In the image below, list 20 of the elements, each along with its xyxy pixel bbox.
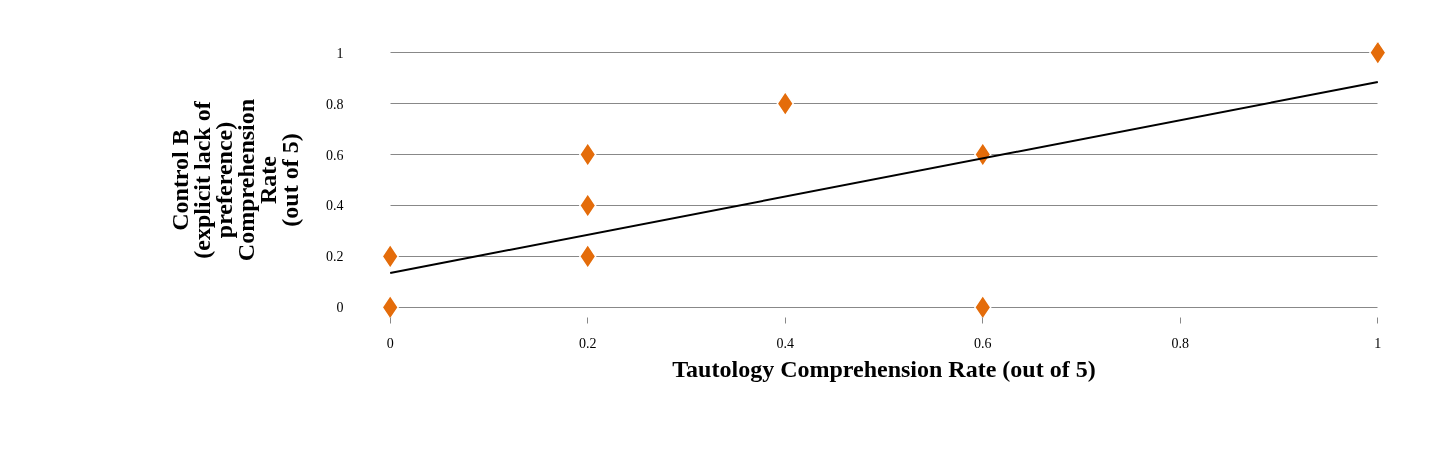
point — [578, 141, 597, 168]
y-tick-label: 0.8 — [326, 96, 344, 112]
y-tick-label: 0 — [336, 300, 344, 316]
point — [1369, 42, 1387, 66]
x-tick-label: 0.2 — [578, 335, 597, 351]
y-axis-title: Control B (explicit lack of preference) Comprehension Rate (out of 5) — [166, 98, 303, 262]
y-tick-label: 1 — [336, 45, 344, 61]
x-tick-label: 0.6 — [974, 335, 992, 351]
point — [381, 294, 399, 318]
y-tick-label: 0.6 — [326, 147, 344, 163]
x-tick-label: 0.4 — [776, 335, 794, 351]
y-tick-label: 0.4 — [326, 198, 344, 214]
point — [974, 294, 992, 318]
x-tick-label: 0.8 — [1171, 335, 1190, 351]
x-tick-label: 0 — [386, 335, 394, 351]
y-tick-label: 0.2 — [326, 249, 344, 265]
point — [578, 192, 597, 219]
x-axis-title: Tautology Comprehension Rate (out of 5) — [672, 355, 1096, 382]
x-tick-label: 1 — [1374, 335, 1382, 351]
point — [578, 243, 597, 270]
